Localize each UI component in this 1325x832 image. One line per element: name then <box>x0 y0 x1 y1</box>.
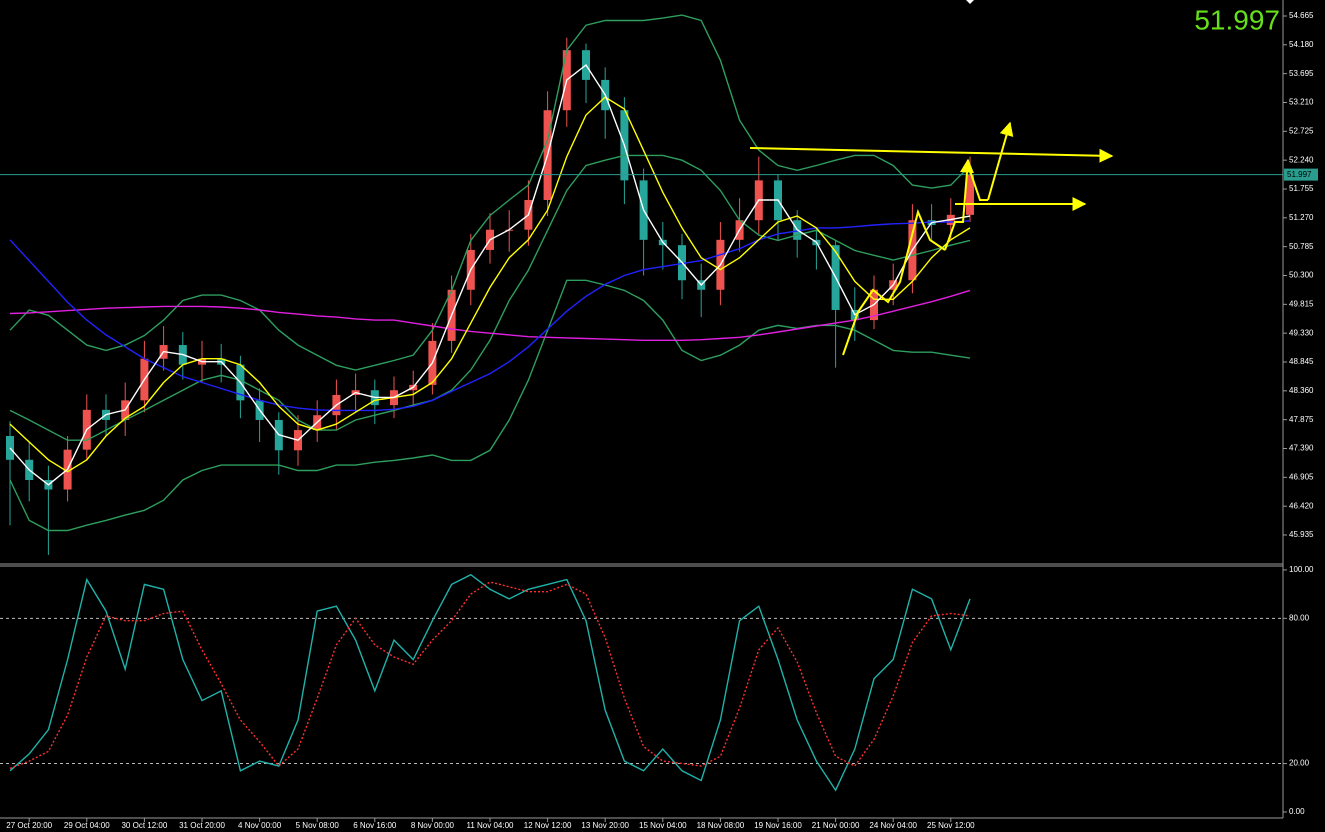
y-tick-label: 53.210 <box>1289 98 1314 107</box>
x-tick-label: 30 Oct 12:00 <box>121 821 167 830</box>
cursor-marker <box>966 0 974 4</box>
plot-area <box>0 14 1318 792</box>
y-tick-label: 52.240 <box>1289 155 1314 164</box>
y-tick-label: 20.00 <box>1289 759 1310 768</box>
x-tick-label: 11 Nov 04:00 <box>467 821 515 830</box>
x-tick-label: 13 Nov 20:00 <box>581 821 629 830</box>
x-tick-label: 27 Oct 20:00 <box>6 821 52 830</box>
series-line <box>9 154 971 441</box>
y-tick-label: 45.935 <box>1289 530 1314 539</box>
y-tick-label: 50.300 <box>1289 271 1314 280</box>
x-tick-label: 15 Nov 04:00 <box>639 821 687 830</box>
y-tick-label: 54.665 <box>1289 11 1314 20</box>
y-tick-label: 49.330 <box>1289 328 1314 337</box>
y-tick-label: 100.00 <box>1289 565 1314 574</box>
last-price-tag <box>1284 168 1318 181</box>
last-price-tag-label: 51.997 <box>1287 170 1312 179</box>
zigzag <box>967 164 988 201</box>
zigzag <box>842 208 946 356</box>
y-tick-label: 47.875 <box>1289 415 1314 424</box>
zigzag <box>944 158 974 251</box>
candle-body <box>966 174 974 215</box>
y-tick-label: 48.360 <box>1289 386 1314 395</box>
y-tick-label: 0.00 <box>1289 807 1305 816</box>
series-line <box>9 63 971 486</box>
y-tick-label: 54.180 <box>1289 40 1314 49</box>
x-tick-label: 31 Oct 20:00 <box>179 821 225 830</box>
annotations <box>749 121 1114 356</box>
x-tick-label: 8 Nov 00:00 <box>411 821 455 830</box>
trend-arrow <box>749 147 1114 163</box>
y-tick-label: 48.845 <box>1289 357 1314 366</box>
x-tick-label: 25 Nov 12:00 <box>927 821 975 830</box>
series-line <box>9 96 971 473</box>
y-tick-label: 51.270 <box>1289 213 1314 222</box>
x-tick-label: 18 Nov 08:00 <box>697 821 745 830</box>
series-line <box>9 573 971 792</box>
series-line <box>9 581 971 770</box>
y-tick-label: 47.390 <box>1289 444 1314 453</box>
series-line <box>9 220 971 412</box>
y-tick-label: 80.00 <box>1289 613 1310 622</box>
x-tick-label: 5 Nov 08:00 <box>296 821 340 830</box>
y-tick-label: 50.785 <box>1289 242 1314 251</box>
x-tick-label: 4 Nov 00:00 <box>238 821 282 830</box>
x-tick-label: 19 Nov 16:00 <box>754 821 802 830</box>
y-tick-label: 49.815 <box>1289 299 1314 308</box>
up-arrow <box>987 121 1014 201</box>
x-tick-label: 12 Nov 12:00 <box>524 821 572 830</box>
x-tick-label: 29 Oct 04:00 <box>64 821 110 830</box>
x-tick-label: 24 Nov 04:00 <box>869 821 917 830</box>
x-tick-label: 6 Nov 16:00 <box>353 821 397 830</box>
y-tick-label: 53.695 <box>1289 69 1314 78</box>
y-tick-label: 46.420 <box>1289 501 1314 510</box>
y-tick-label: 52.725 <box>1289 126 1314 135</box>
x-tick-label: 21 Nov 00:00 <box>812 821 860 830</box>
series-line <box>9 289 971 341</box>
series-line <box>9 14 971 371</box>
last-price-label: 51.997 <box>1194 4 1280 35</box>
y-tick-label: 51.755 <box>1289 184 1314 193</box>
y-tick-label: 46.905 <box>1289 472 1314 481</box>
